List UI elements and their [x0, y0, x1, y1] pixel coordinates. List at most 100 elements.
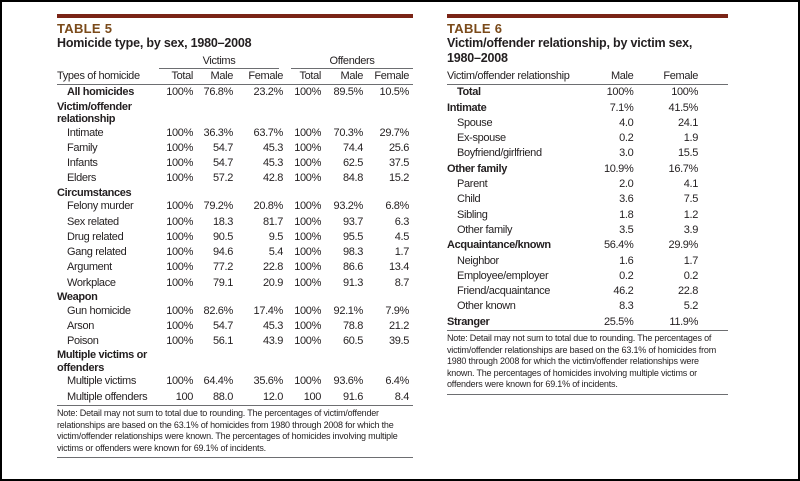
cell-value: 1.6 — [619, 254, 634, 267]
table-row: Parent 2.0 4.1 — [447, 177, 728, 192]
table-row: Intimate 100% 36.3% 63.7% 100% 70.3% 29.7% — [57, 126, 413, 141]
row-label: Weapon — [57, 291, 98, 304]
row-label: Child — [457, 193, 481, 206]
row-label: Friend/acquaintance — [457, 285, 551, 298]
cell-value: 100% — [166, 157, 193, 170]
cell-value: 20.8% — [253, 200, 284, 213]
cell-value: 91.6 — [325, 389, 367, 407]
row-label: Other known — [457, 300, 516, 313]
cell-value: 100% — [166, 230, 193, 243]
section-row: Victim/offender relationship — [57, 101, 413, 126]
cell-value: 100% — [294, 86, 321, 99]
cell-value: 92.1% — [333, 304, 364, 317]
cell-value: 8.3 — [619, 300, 634, 313]
column-header: Female — [663, 69, 728, 86]
row-label: Other family — [447, 162, 507, 175]
table-5: TABLE 5 Homicide type, by sex, 1980–2008… — [57, 14, 413, 459]
table-row: Gang related 100% 94.6 5.4 100% 98.3 1.7 — [57, 245, 413, 260]
cell-value: 15.5 — [677, 147, 698, 160]
table-6-grid: Victim/offender relationship Male Female T… — [447, 69, 728, 332]
cell-value — [237, 187, 287, 200]
cell-value: 57.2 — [212, 172, 233, 185]
cell-value: 100% — [166, 304, 193, 317]
cell-value: 56.4% — [603, 239, 634, 252]
cell-value — [159, 349, 197, 374]
cell-value: 100% — [166, 246, 193, 259]
cell-value: 100% — [166, 126, 193, 139]
cell-value: 100 — [159, 389, 197, 407]
row-label: Arson — [67, 319, 94, 332]
cell-value: 24.1 — [677, 116, 698, 129]
cell-value: 60.5 — [342, 335, 363, 348]
cell-value: 54.7 — [212, 141, 233, 154]
table-row: Friend/acquaintance 46.2 22.8 — [447, 284, 728, 299]
cell-value: 12.0 — [237, 389, 287, 407]
cell-value — [197, 291, 237, 304]
table-row: Other family 3.5 3.9 — [447, 223, 728, 238]
cell-value: 76.8% — [203, 86, 234, 99]
table-6: TABLE 6 Victim/offender relationship, by… — [447, 14, 728, 396]
row-label: All homicides — [67, 86, 134, 99]
cell-value: 90.5 — [212, 230, 233, 243]
cell-value: 100% — [166, 335, 193, 348]
cell-value: 2.0 — [619, 178, 634, 191]
table-6-top-rule — [447, 14, 728, 18]
table-row: Arson 100% 54.7 45.3 100% 78.8 21.2 — [57, 319, 413, 334]
table-row: Drug related 100% 90.5 9.5 100% 95.5 4.5 — [57, 230, 413, 245]
cell-value: 15.2 — [388, 172, 409, 185]
cell-value — [237, 291, 287, 304]
cell-value: 100% — [294, 375, 321, 388]
row-label: Sibling — [457, 208, 488, 221]
cell-value: 100% — [294, 172, 321, 185]
cell-value: 46.2 — [613, 285, 634, 298]
cell-value: 1.7 — [683, 254, 699, 267]
row-label: Felony murder — [67, 200, 134, 213]
row-label: Circumstances — [57, 186, 132, 199]
cell-value: 86.6 — [342, 261, 363, 274]
row-label: Infants — [67, 157, 98, 170]
group-header-offenders: Offenders — [291, 54, 413, 69]
table-row: Spouse 4.0 24.1 — [447, 116, 728, 131]
cell-value: 88.0 — [197, 389, 237, 407]
table-5-top-rule — [57, 14, 413, 18]
cell-value: 0.2 — [619, 269, 634, 282]
table-row: Boyfriend/girlfriend 3.0 15.5 — [447, 146, 728, 161]
column-header: Male — [325, 69, 367, 86]
cell-value — [197, 349, 237, 374]
cell-value — [197, 101, 237, 126]
cell-value: 100% — [294, 319, 321, 332]
cell-value: 1.8 — [619, 208, 634, 221]
cell-value: 98.3 — [342, 246, 363, 259]
cell-value — [325, 291, 367, 304]
cell-value: 78.8 — [342, 319, 363, 332]
column-header: Victim/offender relationship — [447, 69, 601, 86]
row-label: Sex related — [67, 215, 119, 228]
row-label: Intimate — [447, 101, 487, 114]
cell-value: 100% — [166, 261, 193, 274]
row-label: Neighbor — [457, 254, 499, 267]
cell-value: 62.5 — [342, 157, 363, 170]
cell-value: 81.7 — [262, 215, 283, 228]
table-row: Ex-spouse 0.2 1.9 — [447, 131, 728, 146]
table-row: Sibling 1.8 1.2 — [447, 208, 728, 223]
cell-value: 84.8 — [342, 172, 363, 185]
cell-value: 29.9% — [668, 239, 699, 252]
table-row: Neighbor 1.6 1.7 — [447, 254, 728, 269]
cell-value: 9.5 — [268, 230, 284, 243]
table-row: Poison 100% 56.1 43.9 100% 60.5 39.5 — [57, 334, 413, 349]
section-row: Other family 10.9% 16.7% — [447, 162, 728, 177]
table-row: Total 100% 100% — [447, 85, 728, 101]
table-row: Employee/employer 0.2 0.2 — [447, 269, 728, 284]
section-row: Multiple victims or offenders — [57, 349, 413, 374]
cell-value: 4.5 — [394, 230, 410, 243]
column-header: Male — [197, 69, 237, 86]
cell-value — [197, 187, 237, 200]
table-row: Multiple victims 100% 64.4% 35.6% 100% 93.6% 6… — [57, 374, 413, 389]
cell-value: 39.5 — [388, 335, 409, 348]
cell-value: 6.4% — [385, 375, 409, 388]
cell-value: 100% — [294, 261, 321, 274]
cell-value: 95.5 — [342, 230, 363, 243]
row-label: Family — [67, 141, 98, 154]
cell-value: 54.7 — [212, 319, 233, 332]
cell-value: 100% — [671, 86, 698, 99]
